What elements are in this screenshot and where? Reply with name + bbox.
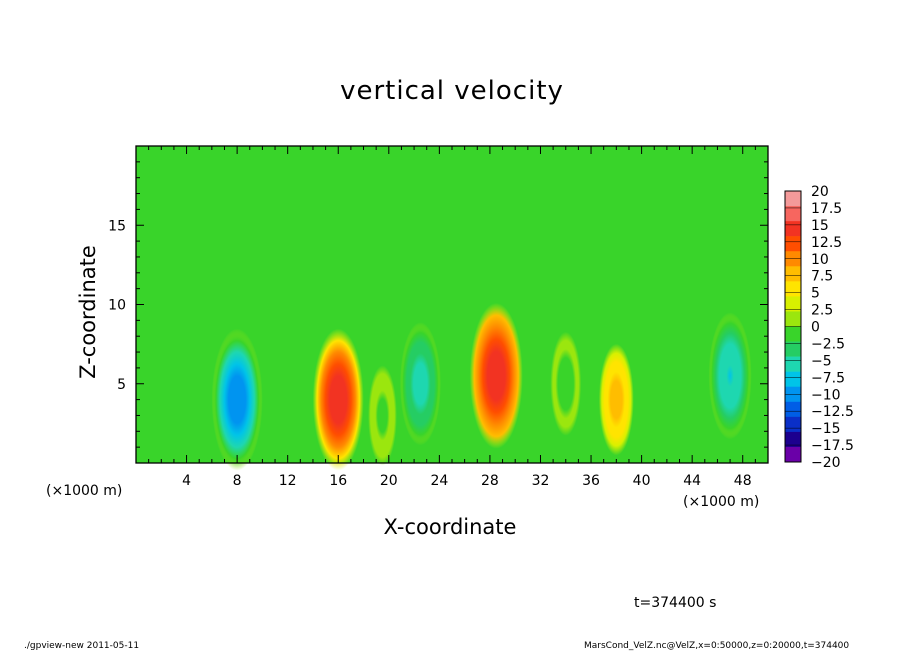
colorbar-swatch <box>785 206 801 222</box>
data-cell-feature <box>368 365 397 466</box>
x-unit-label-left: (×1000 m) <box>46 483 123 499</box>
colorbar-label: −17.5 <box>811 438 854 454</box>
colorbar-label: 15 <box>811 218 829 234</box>
colorbar-swatch <box>785 266 801 282</box>
colorbar-label: −12.5 <box>811 404 854 420</box>
colorbar-label: 0 <box>811 320 820 336</box>
colorbar-swatch <box>785 446 801 463</box>
colorbar-swatch <box>785 326 801 342</box>
colorbar-swatch <box>785 281 801 297</box>
data-cell-feature <box>598 343 634 456</box>
x-tick-label: 36 <box>582 473 600 489</box>
colorbar-swatch <box>785 401 801 418</box>
x-tick-label: 20 <box>380 473 398 489</box>
x-tick-label: 44 <box>683 473 701 489</box>
colorbar-label: −10 <box>811 387 841 403</box>
x-tick-label: 32 <box>532 473 550 489</box>
colorbar-label: 12.5 <box>811 235 842 251</box>
colorbar-label: −2.5 <box>811 336 845 352</box>
footer-data-source: MarsCond_VelZ.nc@VelZ,x=0:50000,z=0:2000… <box>584 641 850 651</box>
y-tick-label: 10 <box>108 298 126 314</box>
data-cell-feature <box>469 302 523 449</box>
data-cell-feature <box>312 328 364 471</box>
chart-title: vertical velocity <box>340 76 564 106</box>
colorbar-label: 2.5 <box>811 303 833 319</box>
colorbar-swatch <box>785 191 801 207</box>
y-tick-label: 5 <box>117 377 126 393</box>
x-unit-label-right: (×1000 m) <box>683 494 760 510</box>
colorbar-label: 10 <box>811 252 829 268</box>
x-tick-label: 4 <box>182 473 191 489</box>
x-tick-label: 16 <box>329 473 347 489</box>
x-tick-label: 24 <box>430 473 448 489</box>
colorbar-label: −20 <box>811 455 841 471</box>
footer-program-date: ./gpview-new 2011-05-11 <box>24 641 140 651</box>
x-axis-label: X-coordinate <box>383 515 517 539</box>
x-tick-label: 40 <box>633 473 651 489</box>
colorbar: 2017.51512.5107.552.50−2.5−5−7.5−10−12.5… <box>784 184 854 471</box>
data-cell-feature <box>708 312 752 440</box>
colorbar-swatch <box>785 416 801 433</box>
x-tick-label: 12 <box>279 473 297 489</box>
x-tick-label: 28 <box>481 473 499 489</box>
colorbar-label: −7.5 <box>811 370 845 386</box>
data-cell-feature <box>399 322 441 446</box>
colorbar-swatch <box>785 311 801 327</box>
colorbar-swatch <box>785 431 801 448</box>
heatmap-plot <box>136 146 768 471</box>
colorbar-label: 20 <box>811 184 829 200</box>
data-cell-feature <box>211 328 263 471</box>
colorbar-swatch <box>785 296 801 312</box>
colorbar-label: −5 <box>811 353 832 369</box>
x-tick-label: 8 <box>233 473 242 489</box>
x-tick-label: 48 <box>734 473 752 489</box>
colorbar-label: 7.5 <box>811 269 833 285</box>
colorbar-swatch <box>785 341 801 357</box>
colorbar-label: −15 <box>811 421 841 437</box>
data-cell-feature <box>550 331 582 436</box>
y-tick-label: 15 <box>108 218 126 234</box>
time-annotation: t=374400 s <box>634 595 717 611</box>
colorbar-swatch <box>785 236 801 252</box>
colorbar-swatch <box>785 371 801 388</box>
colorbar-label: 17.5 <box>811 201 842 217</box>
colorbar-label: 5 <box>811 286 820 302</box>
colorbar-swatch <box>785 221 801 237</box>
colorbar-swatch <box>785 356 801 372</box>
